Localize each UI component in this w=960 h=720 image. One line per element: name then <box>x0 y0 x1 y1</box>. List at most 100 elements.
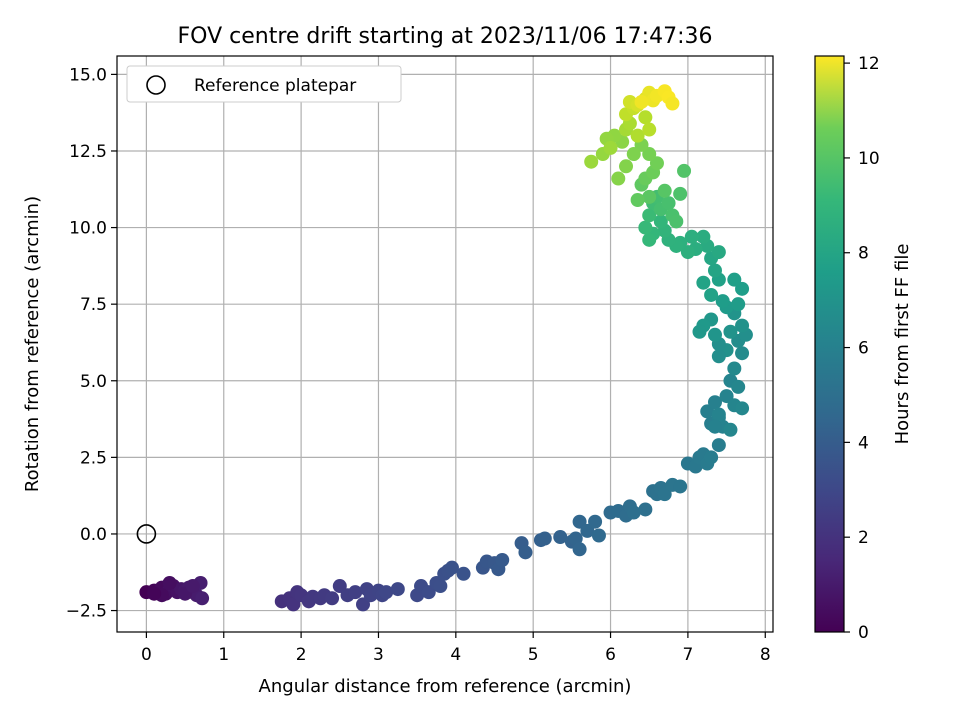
plot-frame <box>116 55 774 633</box>
legend-box <box>126 65 402 103</box>
scatter-point <box>719 389 734 404</box>
scatter-point <box>680 245 695 260</box>
y-axis-label: Rotation from reference (arcmin) <box>22 196 43 492</box>
scatter-point <box>444 560 459 575</box>
scatter-point <box>715 294 730 309</box>
x-tick-label: 1 <box>218 645 229 665</box>
scatter-point <box>707 395 722 410</box>
scatter-point <box>649 156 664 171</box>
scatter-point <box>630 193 645 207</box>
x-tick-label: 7 <box>682 645 693 665</box>
reference-platepar-marker <box>136 524 157 544</box>
scatter-point <box>692 324 707 339</box>
legend-entry-reference-platepar: Reference platepar <box>194 76 356 96</box>
scatter-point <box>669 214 684 229</box>
x-tick-label: 2 <box>296 645 307 665</box>
scatter-point <box>711 349 726 364</box>
scatter-point <box>638 220 653 235</box>
scatter-point <box>673 479 688 494</box>
scatter-point <box>642 208 657 223</box>
grid-lines <box>117 56 773 632</box>
x-tick-label: 4 <box>450 645 461 665</box>
y-tick-label: 15.0 <box>69 65 107 85</box>
scatter-point <box>642 122 657 137</box>
scatter-point <box>325 591 340 606</box>
y-axis-ticks: −2.5 0.0 2.5 5.0 7.5 10.0 12.5 15.0 <box>66 65 117 622</box>
scatter-point <box>147 586 162 601</box>
x-tick-label: 3 <box>373 645 384 665</box>
scatter-point <box>611 171 626 186</box>
scatter-point <box>634 94 649 109</box>
scatter-point <box>665 96 680 111</box>
y-tick-label: 10.0 <box>69 219 107 239</box>
scatter-point <box>356 597 370 612</box>
scatter-point <box>707 327 722 342</box>
y-tick-label: 2.5 <box>80 448 107 468</box>
scatter-point <box>704 287 719 302</box>
scatter-point <box>379 585 394 600</box>
scatter-point <box>553 530 568 545</box>
y-tick-label: 5.0 <box>80 372 107 392</box>
legend: Reference platepar <box>126 65 402 103</box>
scatter-point <box>421 585 436 600</box>
colorbar-tick-label: 2 <box>858 528 869 548</box>
scatter-point <box>684 229 699 244</box>
scatter-point <box>626 147 641 162</box>
scatter-point <box>735 401 750 416</box>
colorbar-ticks: 0 2 4 6 8 10 12 <box>844 54 880 643</box>
scatter-point <box>572 542 587 557</box>
scatter-point <box>696 229 711 244</box>
scatter-point <box>584 154 599 169</box>
scatter-point <box>711 438 726 453</box>
scatter-point <box>735 346 750 361</box>
scatter-point <box>626 505 641 520</box>
x-axis-ticks: 0 1 2 3 4 5 6 7 8 <box>141 632 771 665</box>
colorbar-tick-label: 10 <box>858 149 880 169</box>
scatter-point <box>619 159 634 174</box>
scatter-point <box>735 318 750 333</box>
scatter-point <box>638 110 653 125</box>
scatter-point <box>185 579 200 594</box>
scatter-point <box>537 531 552 546</box>
colorbar-tick-label: 0 <box>858 623 869 643</box>
colorbar: 0 2 4 6 8 10 12 Hours from first FF file <box>814 54 913 643</box>
x-tick-label: 0 <box>141 645 152 665</box>
scatter-point <box>731 379 746 394</box>
scatter-point <box>580 523 595 538</box>
scatter-point <box>518 545 533 560</box>
x-tick-label: 8 <box>760 645 771 665</box>
scatter-point <box>723 422 738 437</box>
scatter-point <box>195 591 210 606</box>
scatter-point <box>711 407 726 422</box>
scatter-point <box>588 514 603 529</box>
scatter-point <box>657 487 672 502</box>
scatter-point <box>677 163 692 178</box>
scatter-point <box>657 183 672 198</box>
y-tick-label: 0.0 <box>80 525 107 545</box>
scatter-point <box>727 272 742 287</box>
scatter-point <box>348 585 363 600</box>
scatter-point <box>603 140 618 155</box>
scatter-point <box>700 404 715 419</box>
scatter-points <box>139 84 753 612</box>
colorbar-tick-label: 8 <box>858 244 869 264</box>
scatter-point <box>727 361 742 376</box>
y-tick-label: 12.5 <box>69 142 107 162</box>
colorbar-frame <box>814 55 845 633</box>
scatter-point <box>723 324 738 339</box>
scatter-point <box>568 531 583 546</box>
scatter-point <box>642 147 657 162</box>
scatter-point <box>630 128 645 143</box>
scatter-point <box>673 186 688 201</box>
scatter-point <box>696 275 711 290</box>
scatter-point <box>162 575 177 590</box>
scatter-point <box>642 232 657 247</box>
x-axis-label: Angular distance from reference (arcmin) <box>259 676 632 697</box>
scatter-point <box>704 450 719 465</box>
scatter-point <box>735 281 750 296</box>
scatter-point <box>433 579 448 594</box>
scatter-point <box>591 528 606 543</box>
scatter-point <box>456 566 471 581</box>
scatter-point <box>390 582 405 597</box>
